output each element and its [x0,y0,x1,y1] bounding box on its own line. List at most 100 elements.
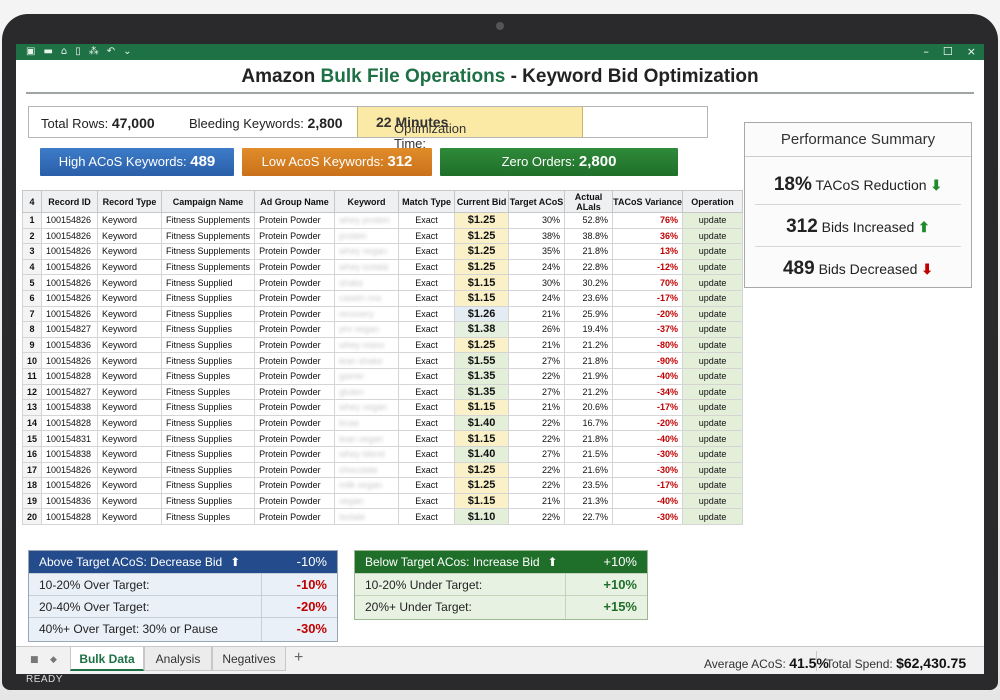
match-type-cell[interactable]: Exact [398,321,456,338]
ad-group-cell[interactable]: Protein Powder [254,414,336,432]
row-number-cell[interactable]: 9 [21,336,43,354]
table-row[interactable]: 16 100154838 Keyword Fitness Supplies Protei… [21,445,744,463]
tacos-variance-cell[interactable]: -40% [612,492,684,510]
tacos-variance-cell[interactable]: -17% [612,289,684,307]
campaign-name-cell[interactable]: Fitness Supplies [161,492,256,510]
current-bid-cell[interactable]: $1.35 [454,383,510,401]
column-header[interactable]: Record ID [41,190,99,213]
record-id-cell[interactable]: 100154828 [41,414,99,432]
target-acos-cell[interactable]: 30% [508,212,566,229]
match-type-cell[interactable]: Exact [398,227,456,245]
format-icon[interactable]: ⁂ [88,46,99,57]
row-number-cell[interactable]: 19 [21,492,43,510]
campaign-name-cell[interactable]: Fitness Supplies [161,321,256,338]
operation-cell[interactable]: update [682,477,744,494]
tacos-variance-cell[interactable]: -12% [612,258,684,276]
record-id-cell[interactable]: 100154828 [41,367,99,385]
ad-group-cell[interactable]: Protein Powder [254,399,336,416]
tab-analysis[interactable]: Analysis [144,647,212,671]
operation-cell[interactable]: update [682,352,744,369]
actual-acos-cell[interactable]: 16.7% [564,414,614,432]
operation-cell[interactable]: update [682,383,744,401]
table-row[interactable]: 8 100154827 Keyword Fitness Supplies Protein… [21,321,744,338]
column-header[interactable]: Match Type [398,190,456,213]
undo-icon[interactable]: ↶ [106,46,116,57]
keyword-cell[interactable]: whey mass [334,336,400,354]
actual-acos-cell[interactable]: 25.9% [564,305,614,323]
keyword-cell[interactable]: whey protein [334,212,400,229]
campaign-name-cell[interactable]: Fitness Supplied [161,274,256,291]
ad-group-cell[interactable]: Protein Powder [254,274,336,291]
low-acos-badge[interactable]: Low AcoS Keywords: 312 [242,148,432,176]
tacos-variance-cell[interactable]: -20% [612,414,684,432]
keyword-cell[interactable]: lean vegan [334,430,400,447]
record-type-cell[interactable]: Keyword [97,414,163,432]
save-icon[interactable]: ▣ [26,46,36,57]
record-id-cell[interactable]: 100154826 [41,305,99,323]
row-number-cell[interactable]: 14 [21,414,43,432]
operation-cell[interactable]: update [682,258,744,276]
record-id-cell[interactable]: 100154827 [41,321,99,338]
current-bid-cell[interactable]: $1.25 [454,477,510,494]
row-number-cell[interactable]: 8 [21,321,43,338]
row-number-cell[interactable]: 13 [21,399,43,416]
row-number-cell[interactable]: 16 [21,445,43,463]
campaign-name-cell[interactable]: Fitness Supplements [161,243,256,260]
operation-cell[interactable]: update [682,274,744,291]
record-type-cell[interactable]: Keyword [97,399,163,416]
target-acos-cell[interactable]: 27% [508,445,566,463]
operation-cell[interactable]: update [682,321,744,338]
current-bid-cell[interactable]: $1.40 [454,414,510,432]
row-number-cell[interactable]: 12 [21,383,43,401]
operation-cell[interactable]: update [682,367,744,385]
record-type-cell[interactable]: Keyword [97,508,163,525]
match-type-cell[interactable]: Exact [398,258,456,276]
record-id-cell[interactable]: 100154826 [41,477,99,494]
table-row[interactable]: 18 100154826 Keyword Fitness Supplies Protei… [21,477,744,494]
record-type-cell[interactable]: Keyword [97,461,163,479]
ad-group-cell[interactable]: Protein Powder [254,305,336,323]
tacos-variance-cell[interactable]: -30% [612,461,684,479]
campaign-name-cell[interactable]: Fitness Supples [161,383,256,401]
table-row[interactable]: 14 100154828 Keyword Fitness Supplies Protei… [21,414,744,432]
operation-cell[interactable]: update [682,414,744,432]
table-row[interactable]: 6 100154826 Keyword Fitness Supplies Protein… [21,289,744,307]
record-type-cell[interactable]: Keyword [97,336,163,354]
add-sheet-icon[interactable]: + [294,649,304,666]
row-number-cell[interactable]: 1 [21,212,43,229]
operation-cell[interactable]: update [682,508,744,525]
tacos-variance-cell[interactable]: -34% [612,383,684,401]
target-acos-cell[interactable]: 22% [508,508,566,525]
table-row[interactable]: 12 100154827 Keyword Fitness Supples Protein… [21,383,744,401]
record-id-cell[interactable]: 100154826 [41,274,99,291]
operation-cell[interactable]: update [682,305,744,323]
actual-acos-cell[interactable]: 21.8% [564,352,614,369]
record-id-cell[interactable]: 100154826 [41,352,99,369]
column-header[interactable]: Keyword [334,190,400,213]
campaign-name-cell[interactable]: Fitness Supplies [161,336,256,354]
row-number-cell[interactable]: 5 [21,274,43,291]
record-id-cell[interactable]: 100154827 [41,383,99,401]
row-number-cell[interactable]: 4 [21,258,43,276]
target-acos-cell[interactable]: 38% [508,227,566,245]
table-row[interactable]: 7 100154826 Keyword Fitness Supplies Protein… [21,305,744,323]
record-type-cell[interactable]: Keyword [97,227,163,245]
operation-cell[interactable]: update [682,445,744,463]
current-bid-cell[interactable]: $1.35 [454,367,510,385]
actual-acos-cell[interactable]: 21.3% [564,492,614,510]
table-row[interactable]: 1 100154826 Keyword Fitness Supplements Prot… [21,212,744,229]
keyword-cell[interactable]: milk vegan [334,477,400,494]
target-acos-cell[interactable]: 22% [508,477,566,494]
campaign-name-cell[interactable]: Fitness Supples [161,367,256,385]
record-id-cell[interactable]: 100154828 [41,508,99,525]
campaign-name-cell[interactable]: Fitness Supplies [161,399,256,416]
current-bid-cell[interactable]: $1.15 [454,430,510,447]
current-bid-cell[interactable]: $1.15 [454,399,510,416]
table-row[interactable]: 11 100154828 Keyword Fitness Supples Protein… [21,367,744,385]
tacos-variance-cell[interactable]: -80% [612,336,684,354]
column-header[interactable]: Operation [682,190,744,213]
operation-cell[interactable]: update [682,212,744,229]
operation-cell[interactable]: update [682,336,744,354]
row-number-cell[interactable]: 11 [21,367,43,385]
ad-group-cell[interactable]: Protein Powder [254,352,336,369]
